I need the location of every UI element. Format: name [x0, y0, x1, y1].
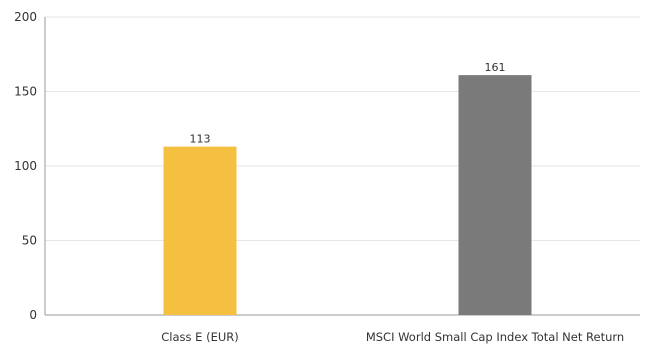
- y-tick-label: 100: [14, 159, 37, 173]
- category-label: Class E (EUR): [161, 330, 238, 344]
- y-tick-label: 200: [14, 10, 37, 24]
- bar: [458, 75, 532, 315]
- y-tick-label: 0: [29, 308, 37, 322]
- value-label: 113: [190, 133, 211, 146]
- y-tick-label: 150: [14, 85, 37, 99]
- bar: [163, 146, 237, 315]
- category-label: MSCI World Small Cap Index Total Net Ret…: [366, 330, 624, 344]
- axes: [44, 17, 640, 316]
- gridlines: [45, 16, 640, 241]
- y-tick-labels: 0 50 100 150 200: [14, 10, 37, 322]
- value-labels: 113 161: [190, 61, 506, 146]
- y-tick-label: 50: [22, 234, 37, 248]
- category-labels: Class E (EUR) MSCI World Small Cap Index …: [161, 330, 624, 344]
- value-label: 161: [485, 61, 506, 74]
- bars: [163, 75, 532, 315]
